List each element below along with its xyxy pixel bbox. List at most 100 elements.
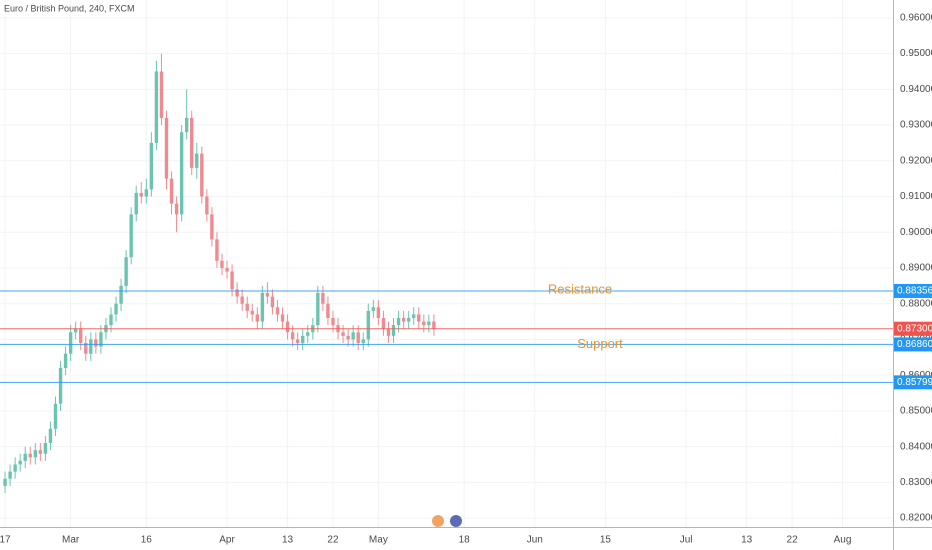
candle-body: [351, 332, 355, 340]
candle-body: [366, 310, 370, 340]
candle-body: [376, 307, 381, 318]
x-tick-label: 13: [741, 535, 753, 546]
price-label-box: [894, 321, 932, 336]
candle-body: [33, 450, 38, 458]
candle-body: [361, 339, 365, 343]
candle-body: [427, 321, 431, 326]
x-tick-label: May: [369, 535, 388, 546]
candle-body: [99, 332, 103, 347]
candle-body: [280, 314, 285, 322]
candle-body: [306, 332, 310, 336]
x-tick-label: 13: [282, 535, 294, 546]
x-tick-label: 18: [459, 535, 471, 546]
candle-body: [260, 292, 265, 322]
candle-body: [225, 267, 229, 272]
candle-body: [190, 117, 194, 168]
x-tick-label: 15: [600, 535, 612, 546]
candle-body: [174, 203, 179, 215]
candle-body: [371, 307, 376, 311]
price-label-box: [894, 283, 932, 298]
grid: [0, 0, 893, 527]
candle-body: [79, 328, 83, 343]
candle-body: [184, 117, 189, 133]
candle-body: [422, 321, 426, 326]
x-tick-label: 16: [141, 535, 153, 546]
price-label-box: [894, 375, 932, 390]
candle-body: [265, 292, 270, 297]
candle-body: [401, 317, 406, 322]
candle-body: [270, 296, 275, 308]
price-label-box: [894, 337, 932, 352]
candle-body: [285, 321, 290, 333]
candle-body: [290, 332, 295, 340]
candle-body: [391, 325, 396, 336]
candle-body: [331, 317, 335, 326]
candle-body: [417, 314, 421, 322]
candle-body: [68, 332, 73, 354]
candle-body: [3, 478, 7, 486]
candle-body: [84, 342, 88, 354]
candle-body: [164, 117, 169, 179]
candle-body: [144, 189, 149, 197]
annotation: Support: [577, 336, 623, 351]
x-tick-label: Aug: [834, 535, 852, 546]
candle-body: [129, 214, 133, 258]
candle-body: [301, 335, 305, 343]
candle-body: [149, 142, 154, 190]
candle-body: [245, 303, 249, 311]
candle-body: [326, 303, 330, 318]
candle-body: [43, 443, 48, 454]
candle-body: [195, 153, 199, 168]
candle-body: [73, 328, 78, 333]
candle-body: [89, 339, 93, 354]
candle-body: [114, 303, 118, 315]
candle-body: [255, 314, 260, 322]
x-tick-label: 17: [0, 535, 11, 546]
annotation: Resistance: [548, 281, 612, 296]
candle-body: [94, 339, 98, 347]
candle-body: [169, 178, 174, 204]
candle-body: [8, 471, 12, 479]
candle-body: [139, 192, 143, 197]
candle-body: [154, 71, 159, 143]
candle-body: [346, 335, 350, 340]
price-label: 0.86860: [897, 339, 932, 350]
x-tick-label: Jun: [527, 535, 543, 546]
candle-body: [23, 453, 27, 461]
candle-body: [134, 192, 138, 215]
candle-body: [356, 332, 360, 343]
candle-body: [210, 214, 214, 240]
x-tick-label: 22: [327, 535, 339, 546]
candle-body: [28, 453, 32, 458]
candle-body: [381, 317, 386, 329]
candle-body: [432, 321, 436, 329]
x-tick-label: Mar: [62, 535, 80, 546]
candle-body: [321, 292, 325, 304]
candle-body: [275, 307, 280, 315]
candle-body: [200, 153, 204, 197]
candle-body: [295, 339, 300, 343]
candle-body: [386, 328, 391, 336]
candle-body: [220, 260, 224, 268]
price-label: 0.88356: [897, 286, 932, 297]
candle-body: [109, 314, 113, 326]
x-tick-label: 22: [787, 535, 799, 546]
x-tick-label: Jul: [680, 535, 693, 546]
candle-body: [53, 403, 58, 429]
candle-body: [38, 450, 43, 454]
candle-body: [240, 296, 244, 304]
candle-body: [250, 310, 254, 315]
candle-body: [119, 285, 123, 304]
candle-body: [13, 464, 17, 472]
candle-body: [205, 196, 209, 215]
